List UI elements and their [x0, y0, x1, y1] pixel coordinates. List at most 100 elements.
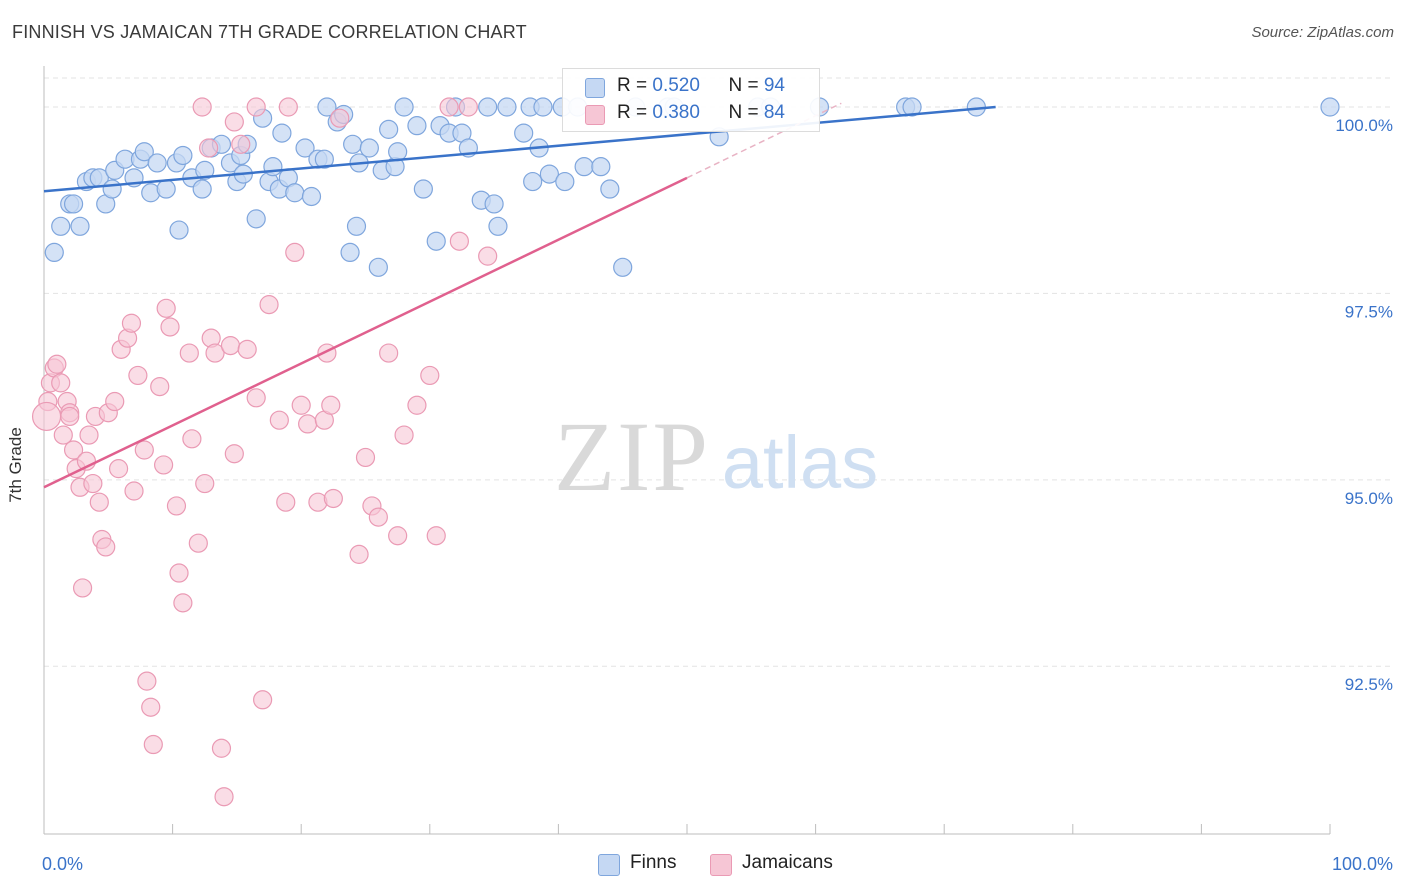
- finns-point: [359, 138, 379, 158]
- jamaicans-point: [407, 395, 427, 415]
- finns-point: [555, 171, 575, 192]
- jamaicans-point: [205, 343, 225, 363]
- finns-point: [70, 216, 90, 236]
- finns-point: [591, 157, 611, 177]
- jamaicans-legend-swatch: [710, 854, 732, 876]
- finns-point: [272, 123, 292, 143]
- jamaicans-point: [323, 488, 343, 509]
- finns-point: [340, 242, 360, 263]
- jamaicans-point: [330, 108, 350, 128]
- jamaicans-point: [478, 246, 498, 266]
- jamaicans-point: [199, 138, 219, 158]
- finns-point: [147, 153, 167, 173]
- finns-point: [301, 186, 322, 207]
- y-tick-label: 97.5%: [1345, 302, 1393, 321]
- finns-point: [484, 194, 504, 214]
- x-tick-label-start: 0.0%: [42, 854, 83, 874]
- finns-point: [539, 164, 559, 184]
- jamaicans-point: [237, 339, 257, 359]
- finns-point: [413, 179, 433, 199]
- jamaicans-point: [269, 410, 289, 430]
- finns-point: [192, 179, 212, 199]
- jamaicans-point: [349, 544, 369, 564]
- jamaicans-point: [182, 429, 202, 449]
- jamaicans-point: [108, 459, 129, 479]
- finns-point: [478, 97, 498, 117]
- jamaicans-point: [439, 97, 459, 117]
- jamaicans-point: [124, 481, 144, 501]
- jamaicans-point: [321, 395, 341, 415]
- jamaicans-n-label: N =: [728, 102, 764, 123]
- jamaicans-points: [31, 97, 498, 807]
- jamaicans-point: [89, 492, 109, 512]
- jamaicans-point: [160, 317, 180, 337]
- finns-point: [600, 179, 620, 199]
- jamaicans-point: [388, 526, 408, 546]
- jamaicans-point: [276, 492, 296, 512]
- finns-point: [343, 134, 363, 154]
- jamaicans-point: [137, 671, 157, 691]
- jamaicans-point: [285, 242, 305, 263]
- jamaicans-point: [53, 425, 73, 445]
- jamaicans-point: [128, 365, 148, 386]
- jamaicans-point: [179, 343, 199, 363]
- jamaicans-point: [150, 377, 170, 397]
- jamaicans-point: [449, 231, 469, 251]
- jamaicans-point: [458, 97, 478, 117]
- jamaicans-point: [355, 447, 376, 468]
- jamaicans-point: [224, 444, 244, 464]
- finns-point: [285, 183, 305, 203]
- jamaicans-n-value: 84: [763, 102, 785, 123]
- finns-point: [523, 171, 543, 192]
- jamaicans-point: [379, 343, 399, 363]
- finns-point: [44, 242, 64, 263]
- finns-point: [63, 194, 84, 214]
- jamaicans-point: [220, 336, 241, 356]
- finns-r-label: R =: [617, 75, 653, 96]
- finns-point: [173, 145, 193, 166]
- finns-point: [156, 179, 176, 199]
- finns-point: [514, 123, 534, 143]
- jamaicans-point: [291, 395, 311, 415]
- axes: [43, 66, 1331, 835]
- finns-point: [902, 97, 922, 117]
- finns-n-value: 94: [763, 75, 785, 96]
- jamaicans-point: [211, 738, 232, 758]
- tick-labels: 92.5% 95.0% 97.5% 100.0% 0.0% 100.0%: [42, 116, 1393, 874]
- jamaicans-point: [169, 563, 189, 583]
- jamaicans-point: [253, 690, 273, 710]
- finns-point: [1320, 97, 1340, 117]
- jamaicans-point: [420, 365, 440, 386]
- chart-title: FINNISH VS JAMAICAN 7TH GRADE CORRELATIO…: [12, 22, 527, 42]
- finns-point: [102, 179, 122, 199]
- jamaicans-legend-label: Jamaicans: [742, 852, 833, 873]
- y-tick-label: 92.5%: [1345, 675, 1393, 694]
- jamaicans-point: [368, 507, 388, 527]
- jamaicans-point: [153, 455, 174, 475]
- finns-point: [263, 157, 283, 177]
- jamaicans-r-value: 0.380: [652, 102, 700, 123]
- jamaicans-r-label: R =: [617, 102, 653, 123]
- jamaicans-point: [278, 97, 298, 117]
- finns-point: [388, 142, 408, 162]
- finns-point: [497, 97, 517, 117]
- jamaicans-point: [141, 697, 161, 717]
- jamaicans-point: [143, 734, 163, 755]
- jamaicans-point: [83, 473, 103, 494]
- finns-legend-label: Finns: [630, 852, 677, 873]
- finns-point: [314, 149, 334, 169]
- finns-point: [407, 116, 427, 136]
- jamaicans-point: [188, 533, 208, 553]
- source-label: Source: ZipAtlas.com: [1251, 24, 1394, 41]
- finns-legend-swatch: [598, 854, 620, 876]
- y-tick-label: 100.0%: [1335, 116, 1393, 135]
- finns-point: [368, 257, 388, 277]
- y-tick-label: 95.0%: [1345, 489, 1393, 508]
- finns-point: [295, 138, 315, 158]
- jamaicans-point: [231, 134, 251, 154]
- stats-legend: R = 0.520 N = 94 R = 0.380 N = 84: [562, 68, 820, 132]
- jamaicans-point: [195, 473, 215, 494]
- jamaicans-point: [134, 440, 154, 460]
- jamaicans-point: [259, 295, 279, 315]
